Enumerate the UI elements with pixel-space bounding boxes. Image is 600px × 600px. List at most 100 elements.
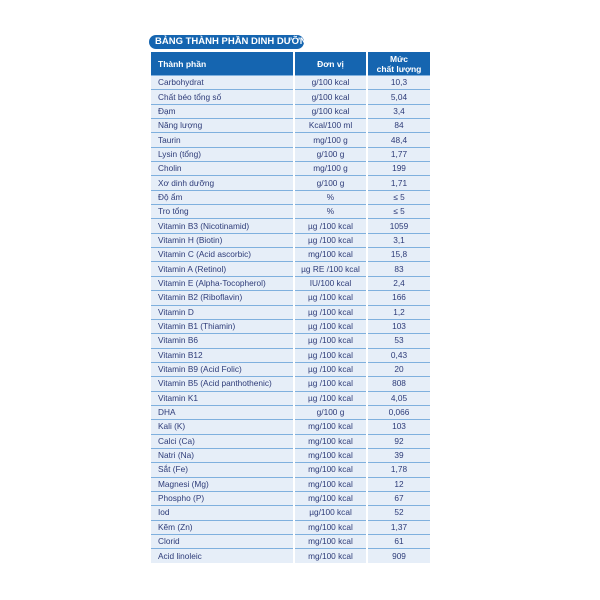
row-name: Vitamin B6 [151,333,293,348]
table-row: Kali (K) mg/100 kcal 103 [151,419,430,434]
row-value: ≤ 5 [368,204,430,219]
header-ingredient: Thành phần [151,52,293,75]
row-name: Năng lượng [151,118,293,133]
row-value: ≤ 5 [368,189,430,205]
row-value: 39 [368,447,430,463]
row-name: Vitamin K1 [151,390,293,405]
table-row: Clorid mg/100 kcal 61 [151,534,430,549]
row-name: Carbohydrat [151,75,293,90]
row-unit: Kcal/100 ml [295,118,366,133]
row-value: 166 [368,290,430,305]
row-name: Xơ dinh dưỡng [151,175,293,190]
row-name: Iod [151,505,293,520]
table-row: Năng lượng Kcal/100 ml 84 [151,118,430,133]
row-unit: mg/100 kcal [295,419,366,434]
table-row: Xơ dinh dưỡng g/100 g 1,71 [151,175,430,190]
table-row: DHA g/100 g 0,066 [151,404,430,420]
row-value: 53 [368,333,430,348]
row-value: 5,04 [368,89,430,104]
row-value: 3,1 [368,232,430,248]
row-unit: µg /100 kcal [295,390,366,405]
table-row: Natri (Na) mg/100 kcal 39 [151,447,430,463]
row-unit: mg/100 kcal [295,519,366,534]
table-row: Vitamin B6 µg /100 kcal 53 [151,333,430,348]
row-value: 1059 [368,218,430,233]
row-value: 12 [368,476,430,491]
row-name: Vitamin D [151,304,293,319]
row-unit: mg/100 kcal [295,476,366,491]
row-name: Vitamin B1 (Thiamin) [151,318,293,334]
row-unit: mg/100 kcal [295,247,366,262]
header-row: Thành phần Đơn vị Mức chất lượng [151,52,430,75]
row-unit: g/100 kcal [295,103,366,119]
row-value: 52 [368,505,430,520]
row-name: Độ ẩm [151,189,293,205]
header-unit: Đơn vị [295,52,366,75]
row-unit: % [295,204,366,219]
table-row: Kẽm (Zn) mg/100 kcal 1,37 [151,519,430,534]
header-amount-line1: Mức [390,53,408,64]
row-unit: µg /100 kcal [295,318,366,334]
table-row: Vitamin B1 (Thiamin) µg /100 kcal 103 [151,318,430,334]
row-value: 2,4 [368,275,430,291]
row-name: Vitamin A (Retinol) [151,261,293,276]
table-row: Vitamin B9 (Acid Folic) µg /100 kcal 20 [151,361,430,377]
row-name: Chất béo tổng số [151,89,293,104]
table-row: Vitamin C (Acid ascorbic) mg/100 kcal 15,8 [151,247,430,262]
row-unit: µg /100 kcal [295,376,366,391]
header-amount: Mức chất lượng [368,52,430,75]
row-name: Calci (Ca) [151,433,293,448]
row-name: Lysin (tổng) [151,146,293,162]
table-row: Vitamin B2 (Riboflavin) µg /100 kcal 166 [151,290,430,305]
row-value: 1,71 [368,175,430,190]
row-value: 103 [368,318,430,334]
row-name: Kali (K) [151,419,293,434]
row-unit: mg/100 kcal [295,490,366,506]
row-value: 1,2 [368,304,430,319]
row-value: 4,05 [368,390,430,405]
table-row: Lysin (tổng) g/100 g 1,77 [151,146,430,162]
row-unit: g/100 g [295,175,366,190]
row-name: Vitamin C (Acid ascorbic) [151,247,293,262]
table-row: Cholin mg/100 g 199 [151,161,430,176]
row-name: Đạm [151,103,293,119]
row-name: Kẽm (Zn) [151,519,293,534]
row-unit: µg /100 kcal [295,304,366,319]
row-unit: IU/100 kcal [295,275,366,291]
table-row: Vitamin B12 µg /100 kcal 0,43 [151,347,430,362]
row-unit: mg/100 g [295,161,366,176]
row-unit: mg/100 kcal [295,462,366,477]
table-row: Đạm g/100 kcal 3,4 [151,103,430,119]
nutrition-table: Thành phần Đơn vị Mức chất lượng Carbohyd… [149,52,432,563]
row-value: 15,8 [368,247,430,262]
row-unit: mg/100 g [295,132,366,147]
row-unit: g/100 kcal [295,75,366,90]
table-row: Iod µg/100 kcal 52 [151,505,430,520]
row-unit: µg /100 kcal [295,361,366,377]
row-unit: µg /100 kcal [295,290,366,305]
row-value: 83 [368,261,430,276]
table-row: Acid linoleic mg/100 kcal 909 [151,548,430,563]
row-name: Vitamin B9 (Acid Folic) [151,361,293,377]
row-unit: mg/100 kcal [295,433,366,448]
row-unit: % [295,189,366,205]
row-value: 0,066 [368,404,430,420]
row-name: Vitamin H (Biotin) [151,232,293,248]
row-unit: µg /100 kcal [295,232,366,248]
row-value: 67 [368,490,430,506]
table-row: Vitamin B3 (Nicotinamid) µg /100 kcal 1059 [151,218,430,233]
row-name: Cholin [151,161,293,176]
row-name: Vitamin B3 (Nicotinamid) [151,218,293,233]
row-unit: mg/100 kcal [295,548,366,563]
row-value: 1,77 [368,146,430,162]
row-name: DHA [151,404,293,420]
table-row: Tro tổng% ≤ 5 [151,204,430,219]
table-row: Vitamin H (Biotin) µg /100 kcal 3,1 [151,232,430,248]
row-unit: µg /100 kcal [295,218,366,233]
table-row: Chất béo tổng số g/100 kcal 5,04 [151,89,430,104]
row-value: 10,3 [368,75,430,90]
table-row: Vitamin B5 (Acid panthothenic) µg /100 kc… [151,376,430,391]
row-name: Phospho (P) [151,490,293,506]
row-value: 61 [368,534,430,549]
